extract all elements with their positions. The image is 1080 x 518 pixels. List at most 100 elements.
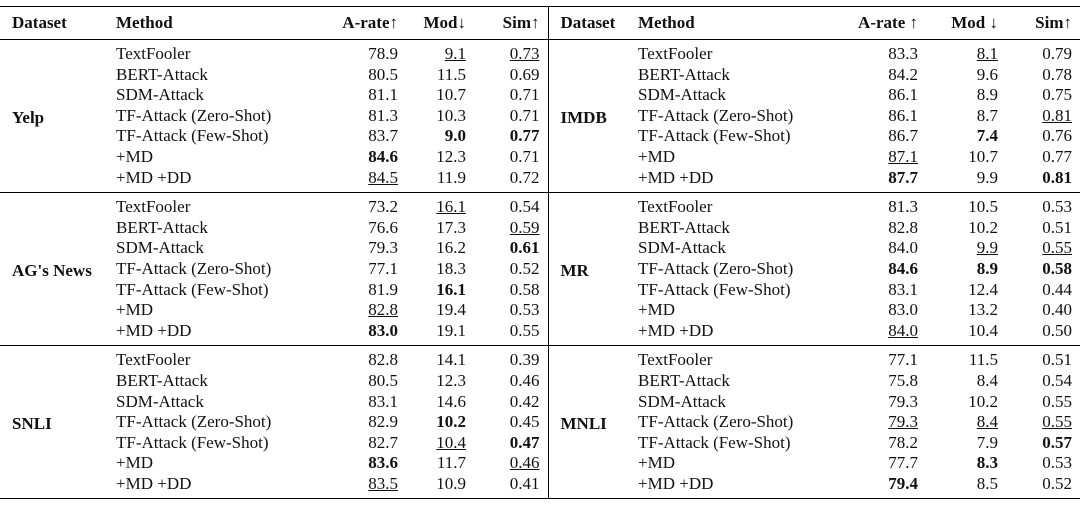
metric-cell: 0.58 xyxy=(1006,259,1080,280)
metric-cell: 16.2 xyxy=(406,238,474,259)
header-row: Dataset Method A-rate↑ Mod↓ Sim↑ Dataset Metho… xyxy=(0,6,1080,40)
metric-cell: 10.4 xyxy=(406,433,474,454)
method-name: BERT-Attack xyxy=(116,64,208,84)
metric-value: 0.51 xyxy=(1042,350,1072,370)
metric-value: 0.76 xyxy=(1042,126,1072,146)
metric-value: 84.2 xyxy=(888,64,918,84)
metric-value: 83.1 xyxy=(368,391,398,411)
metric-value: 79.3 xyxy=(888,391,918,411)
table-row: BERT-Attack 76.6 17.3 0.59 BERT-Attack 82.8 10… xyxy=(0,217,1080,239)
metric-value: 0.77 xyxy=(1042,146,1072,166)
metric-value: 0.53 xyxy=(1042,453,1072,473)
table-row: +MD 82.8 19.4 0.53 +MD 83.0 13.2 0.40 xyxy=(0,300,1080,321)
metric-cell: 79.3 xyxy=(846,412,926,433)
metric-cell: 9.9 xyxy=(926,238,1006,259)
metric-cell: 0.71 xyxy=(474,85,549,106)
metric-cell: 12.3 xyxy=(406,371,474,392)
metric-value: 0.59 xyxy=(509,217,540,237)
metric-cell: 9.9 xyxy=(926,167,1006,194)
metric-value: 73.2 xyxy=(368,197,398,217)
method-name: TF-Attack (Zero-Shot) xyxy=(638,412,794,432)
method-name: SDM-Attack xyxy=(116,238,204,258)
metric-cell: 80.5 xyxy=(318,371,406,392)
dataset-name: MNLI xyxy=(548,345,634,500)
metric-cell: 8.1 xyxy=(926,40,1006,65)
metric-cell: 87.7 xyxy=(846,167,926,194)
method-name: SDM-Attack xyxy=(638,391,726,411)
metric-cell: 8.7 xyxy=(926,106,1006,127)
metric-value: 0.44 xyxy=(1042,279,1072,299)
metric-value: 9.1 xyxy=(444,44,466,63)
metric-cell: 0.50 xyxy=(1006,320,1080,347)
metric-cell: 83.1 xyxy=(846,280,926,301)
metric-value: 84.0 xyxy=(888,238,918,258)
metric-value: 84.0 xyxy=(888,320,918,340)
metric-cell: 0.44 xyxy=(1006,280,1080,301)
metric-cell: 9.0 xyxy=(406,126,474,147)
metric-value: 82.8 xyxy=(368,300,398,320)
metric-value: 0.41 xyxy=(509,473,540,493)
metric-cell: 0.52 xyxy=(1006,473,1080,500)
table-row: +MD +DD 84.5 11.9 0.72 +MD +DD 87.7 9.9 0.81 xyxy=(0,167,1080,194)
metric-cell: 81.3 xyxy=(846,193,926,218)
metric-cell: 0.75 xyxy=(1006,85,1080,106)
metric-cell: 0.47 xyxy=(474,432,549,454)
metric-cell: 0.51 xyxy=(1006,346,1080,371)
metric-value: 86.1 xyxy=(888,105,918,125)
metric-cell: 17.3 xyxy=(406,218,474,239)
metric-cell: 7.9 xyxy=(926,433,1006,454)
metric-value: 10.3 xyxy=(436,105,466,125)
metric-cell: 0.61 xyxy=(474,238,549,259)
metric-value: 13.2 xyxy=(968,300,998,320)
metric-value: 12.4 xyxy=(968,279,998,299)
metric-cell: 83.1 xyxy=(318,392,406,413)
metric-value: 10.4 xyxy=(968,320,998,340)
method-name: TF-Attack (Few-Shot) xyxy=(116,432,269,452)
metric-cell: 84.0 xyxy=(846,320,926,347)
metric-value: 19.4 xyxy=(436,300,466,320)
metric-cell: 0.55 xyxy=(1006,392,1080,413)
metric-value: 12.3 xyxy=(436,370,466,390)
metric-value: 9.6 xyxy=(976,64,998,84)
metric-value: 0.47 xyxy=(509,432,540,452)
metric-value: 76.6 xyxy=(368,217,398,237)
metric-value: 19.1 xyxy=(436,320,466,340)
metric-cell: 82.9 xyxy=(318,412,406,433)
method-name: TF-Attack (Few-Shot) xyxy=(638,432,791,452)
method-name: +MD +DD xyxy=(634,167,846,194)
metric-cell: 0.53 xyxy=(1006,453,1080,474)
metric-value: 10.2 xyxy=(968,217,998,237)
table-row: SNLI TextFooler 82.8 14.1 0.39 MNLI TextFooler… xyxy=(0,345,1080,500)
metric-value: 16.1 xyxy=(436,279,466,299)
metric-cell: 0.55 xyxy=(1006,238,1080,259)
metric-cell: 0.51 xyxy=(1006,218,1080,239)
dataset-name: Yelp xyxy=(0,39,112,194)
metric-value: 0.40 xyxy=(1042,300,1072,320)
metric-cell: 83.0 xyxy=(318,320,406,347)
metric-value: 75.8 xyxy=(888,370,918,390)
metric-cell: 10.7 xyxy=(926,147,1006,168)
metric-cell: 10.2 xyxy=(406,412,474,433)
metric-cell: 84.2 xyxy=(846,65,926,86)
metric-cell: 7.4 xyxy=(926,126,1006,147)
metric-value: 0.71 xyxy=(509,85,540,105)
metric-cell: 8.4 xyxy=(926,371,1006,392)
metric-cell: 0.45 xyxy=(474,412,549,433)
dataset-name: SNLI xyxy=(0,345,112,500)
method-name: TextFooler xyxy=(638,197,713,217)
method-name: SDM-Attack xyxy=(638,85,726,105)
column-header: Sim↑ xyxy=(474,6,549,40)
column-header: Method xyxy=(634,6,846,40)
method-name: +MD +DD xyxy=(112,167,318,194)
method-name: TextFooler xyxy=(116,197,191,217)
metric-cell: 0.79 xyxy=(1006,40,1080,65)
metric-cell: 14.1 xyxy=(406,346,474,371)
metric-cell: 0.46 xyxy=(474,370,549,392)
metric-value: 84.5 xyxy=(368,167,398,187)
metric-value: 0.54 xyxy=(1042,370,1072,390)
metric-value: 79.3 xyxy=(888,412,918,432)
metric-cell: 19.4 xyxy=(406,300,474,321)
metric-value: 0.54 xyxy=(509,197,540,217)
metric-value: 8.4 xyxy=(976,412,998,432)
table-row: TF-Attack (Zero-Shot) 77.1 18.3 0.52 TF-Atta… xyxy=(0,258,1080,280)
